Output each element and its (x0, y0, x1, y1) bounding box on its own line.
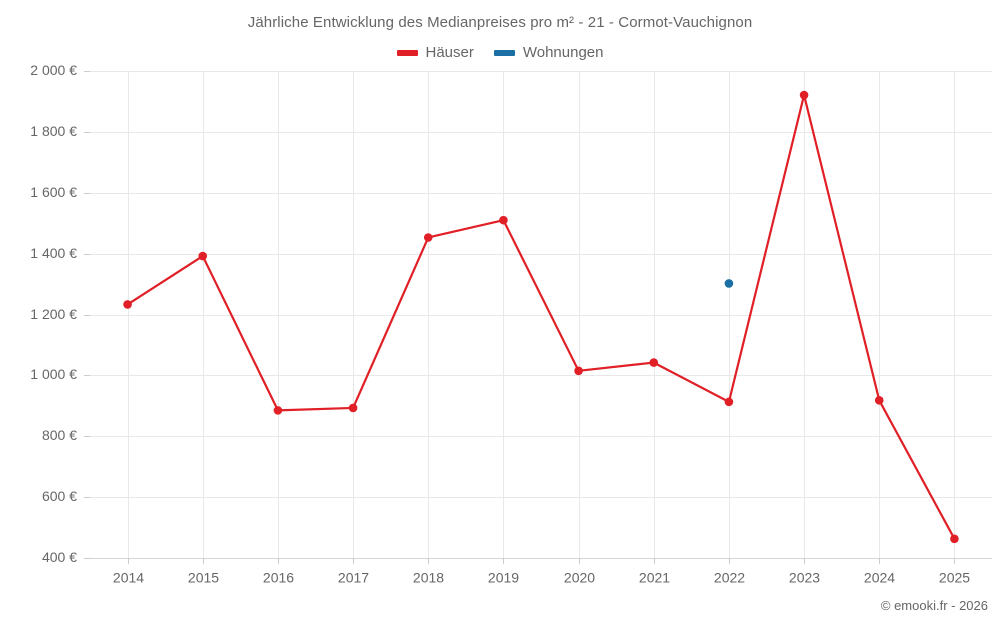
x-axis-tick-label: 2017 (338, 569, 369, 585)
x-axis-tick-label: 2021 (639, 569, 670, 585)
y-axis-tick-label: 1 200 € (30, 306, 77, 322)
legend-item-wohnungen[interactable]: Wohnungen (493, 44, 604, 61)
x-axis-tick-label: 2015 (188, 569, 219, 585)
data-point[interactable] (799, 90, 809, 100)
data-point[interactable] (574, 366, 583, 376)
legend-label-wohnungen: Wohnungen (522, 44, 604, 61)
legend-item-hauser[interactable]: Häuser (396, 44, 474, 61)
y-axis-tick-label: 1 600 € (30, 184, 77, 200)
data-point[interactable] (499, 215, 508, 225)
data-series (123, 90, 959, 544)
credit-text: © emooki.fr - 2026 (880, 598, 988, 613)
chart-title: Jährliche Entwicklung des Medianpreises … (247, 14, 753, 31)
data-point[interactable] (724, 397, 734, 407)
y-axis-tick-label: 1 400 € (30, 245, 77, 261)
data-point[interactable] (123, 300, 132, 309)
legend-label-hauser: Häuser (425, 44, 474, 61)
x-axis-tick-label: 2022 (714, 569, 745, 585)
y-axis-labels: 400 € 600 € 800 € 1 000 € 1 200 € 1 400 € 1 60… (30, 62, 77, 565)
data-point[interactable] (273, 406, 283, 415)
x-axis-tick-label: 2019 (488, 569, 519, 585)
x-axis-tick-label: 2014 (113, 569, 144, 585)
data-point[interactable] (950, 534, 959, 544)
data-point[interactable] (198, 251, 208, 261)
x-axis-tick-label: 2016 (263, 569, 294, 585)
data-point[interactable] (649, 358, 659, 367)
data-point[interactable] (348, 403, 358, 413)
data-point[interactable] (423, 233, 433, 242)
series-line-häuser (126, 93, 956, 540)
legend-swatch-wohnungen (493, 49, 515, 56)
y-axis-tick-label: 2 000 € (30, 62, 77, 78)
y-axis-tick-label: 800 € (42, 427, 77, 443)
x-axis-tick-label: 2018 (413, 569, 444, 585)
y-axis-tick-label: 600 € (42, 488, 77, 504)
x-axis-tick-label: 2024 (864, 569, 895, 585)
data-point[interactable] (724, 279, 734, 288)
chart-legend: Häuser Wohnungen (0, 44, 1000, 61)
x-axis-tick-label: 2023 (789, 569, 820, 585)
gridlines (84, 71, 992, 564)
legend-swatch-hauser (396, 49, 418, 56)
x-axis-tick-label: 2025 (939, 569, 970, 585)
data-point[interactable] (874, 396, 884, 405)
y-axis-tick-label: 400 € (42, 549, 77, 565)
x-axis-labels: 2014 2015 2016 2017 2018 2019 2020 2021 2022 2023… (113, 569, 970, 585)
y-axis-tick-label: 1 800 € (30, 123, 77, 139)
x-axis-tick-label: 2020 (564, 569, 595, 585)
y-axis-tick-label: 1 000 € (30, 366, 77, 382)
